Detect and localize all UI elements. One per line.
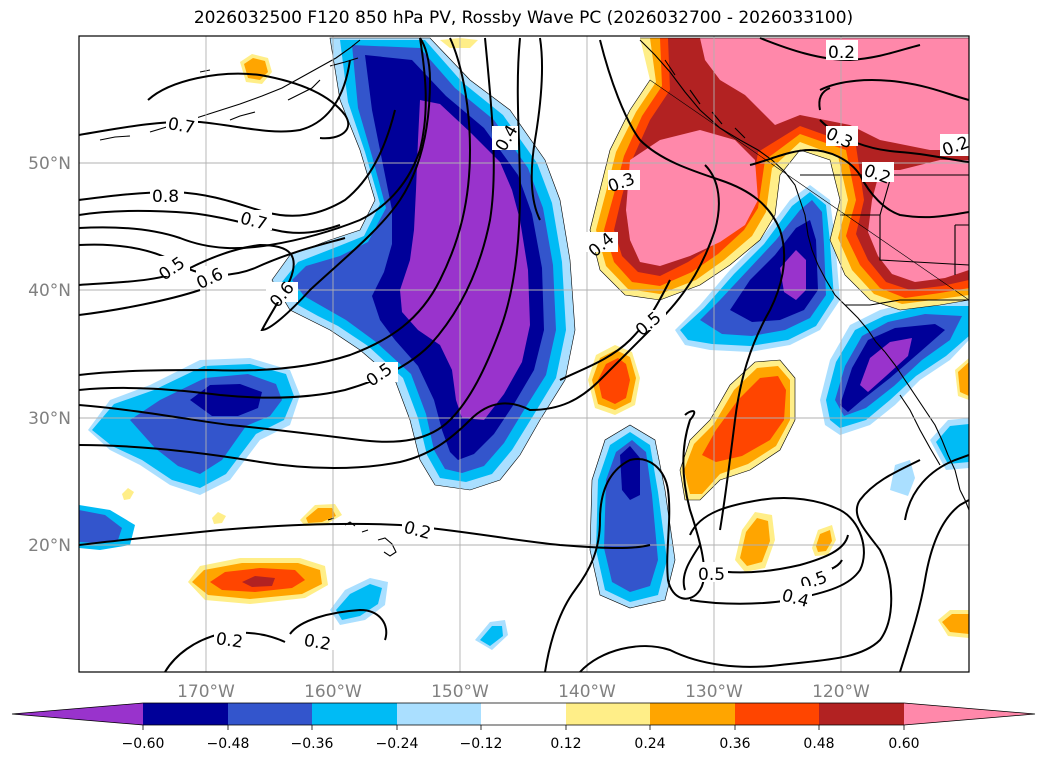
lon-label: 120°W bbox=[812, 682, 870, 702]
contour-label-bg bbox=[492, 126, 518, 150]
colorbar-label: 0.12 bbox=[550, 736, 581, 752]
coastlines bbox=[99, 39, 969, 557]
contour-label: 0.5 bbox=[698, 565, 725, 585]
map-frame bbox=[78, 35, 970, 673]
lat-label: 20°N bbox=[28, 536, 71, 556]
colorbar-label: 0.24 bbox=[634, 736, 665, 752]
colorbar-cell bbox=[312, 703, 397, 725]
neg-anomaly-purple bbox=[400, 100, 530, 420]
pv-shading bbox=[79, 38, 969, 650]
colorbar-label: −0.24 bbox=[376, 736, 419, 752]
contour-label-bg bbox=[586, 232, 618, 252]
colorbar: −0.60 −0.48 −0.36 −0.24 −0.12 0.12 0.24 … bbox=[11, 702, 1036, 752]
contour-label-bg bbox=[150, 185, 184, 205]
lat-label: 50°N bbox=[28, 154, 71, 174]
lat-label: 40°N bbox=[28, 281, 71, 301]
lon-label: 140°W bbox=[558, 682, 616, 702]
contour-label: 0.7 bbox=[166, 114, 196, 138]
lat-label: 30°N bbox=[28, 409, 71, 429]
lon-label: 170°W bbox=[177, 682, 235, 702]
contour-label-bg bbox=[166, 113, 198, 133]
colorbar-cell bbox=[12, 703, 143, 725]
colorbar-label: −0.48 bbox=[207, 736, 250, 752]
contour-label-bg bbox=[780, 586, 812, 606]
contour-label-bg bbox=[304, 630, 336, 650]
contour-label-bg bbox=[214, 628, 246, 648]
colorbar-label: 0.48 bbox=[803, 736, 834, 752]
contour-label-bg bbox=[826, 40, 858, 60]
lon-label: 130°W bbox=[685, 682, 743, 702]
colorbar-cell bbox=[650, 703, 735, 725]
shading-outlines bbox=[271, 37, 969, 609]
colorbar-label: 0.60 bbox=[888, 736, 919, 752]
lon-labels: 170°W 160°W 150°W 140°W 130°W 120°W bbox=[177, 682, 870, 702]
lon-label: 150°W bbox=[431, 682, 489, 702]
colorbar-label: 0.36 bbox=[719, 736, 750, 752]
contour-label-bg bbox=[800, 568, 832, 588]
contour-label-bg bbox=[940, 134, 969, 156]
contour-label: 0.2 bbox=[302, 631, 332, 655]
contour-label-bg bbox=[366, 362, 398, 382]
contour-label-bg bbox=[608, 170, 640, 190]
contour-label-bg bbox=[156, 256, 190, 276]
contour-label: 0.2 bbox=[215, 629, 245, 653]
contour-label-bg bbox=[696, 562, 728, 582]
colorbar-cell bbox=[566, 703, 650, 725]
contour-label-bg bbox=[196, 266, 228, 286]
colorbar-cell bbox=[397, 703, 481, 725]
colorbar-cell bbox=[228, 703, 312, 725]
colorbar-cell bbox=[904, 703, 1035, 725]
contour-label-bg bbox=[266, 282, 298, 302]
contour-label-bg bbox=[238, 210, 272, 230]
contour-label: 0.8 bbox=[152, 187, 179, 207]
colorbar-label: −0.12 bbox=[460, 736, 503, 752]
contour-label-bg bbox=[634, 310, 666, 330]
lat-labels: 50°N 40°N 30°N 20°N bbox=[28, 154, 71, 556]
colorbar-label: −0.36 bbox=[291, 736, 334, 752]
contour-label-bg bbox=[862, 162, 894, 182]
pc-contours bbox=[79, 37, 969, 672]
gridlines bbox=[79, 36, 969, 672]
contour-label-bg bbox=[402, 518, 434, 538]
contour-label-bg bbox=[826, 126, 858, 146]
colorbar-cell bbox=[735, 703, 819, 725]
contour-label: 0.2 bbox=[828, 43, 855, 63]
lon-label: 160°W bbox=[304, 682, 362, 702]
map-title: 2026032500 F120 850 hPa PV, Rossby Wave … bbox=[193, 8, 854, 28]
pos-anomaly-pink bbox=[700, 38, 969, 282]
colorbar-cell bbox=[143, 703, 228, 725]
colorbar-cell bbox=[819, 703, 904, 725]
colorbar-cell bbox=[481, 703, 566, 725]
colorbar-label: −0.60 bbox=[122, 736, 165, 752]
